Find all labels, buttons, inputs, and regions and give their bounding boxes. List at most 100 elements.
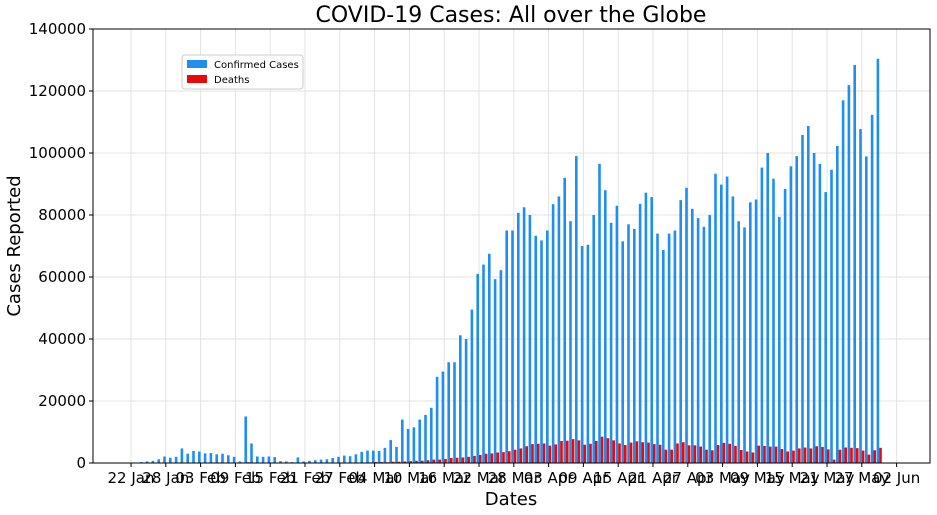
bar-confirmed — [221, 453, 224, 463]
bar-deaths — [508, 451, 511, 463]
bar-deaths — [432, 459, 436, 463]
bar-deaths — [728, 443, 731, 463]
bar-confirmed — [836, 145, 839, 463]
bar-deaths — [832, 459, 836, 463]
bar-deaths — [397, 461, 401, 463]
bar-confirmed — [238, 461, 242, 463]
x-tick-label: 21 Feb — [280, 469, 330, 487]
bar-deaths — [687, 445, 691, 463]
bar-deaths — [653, 444, 656, 463]
bar-deaths — [827, 449, 830, 463]
bar-confirmed — [360, 451, 363, 463]
bar-confirmed — [499, 270, 503, 463]
bar-confirmed — [308, 460, 311, 463]
bar-deaths — [711, 450, 714, 463]
bar-confirmed — [772, 178, 775, 464]
x-tick-label: 27 May — [834, 469, 889, 487]
bar-confirmed — [256, 456, 259, 463]
bar-confirmed — [865, 156, 868, 463]
bar-confirmed — [714, 173, 717, 463]
bar-confirmed — [244, 416, 247, 463]
bar-confirmed — [198, 451, 201, 463]
bar-confirmed — [383, 447, 387, 463]
bar-deaths — [740, 449, 743, 463]
bar-confirmed — [807, 126, 810, 463]
plot-area-frame — [92, 28, 931, 464]
bar-confirmed — [493, 279, 497, 463]
bar-confirmed — [679, 200, 682, 463]
bar-confirmed — [702, 226, 706, 463]
bar-confirmed — [754, 199, 758, 463]
bar-confirmed — [180, 448, 184, 463]
bar-deaths — [461, 457, 465, 463]
bar-confirmed — [656, 233, 659, 463]
bar-confirmed — [227, 455, 230, 463]
y-tick-label: 100000 — [29, 144, 86, 162]
bar-deaths — [676, 443, 679, 463]
bar-deaths — [467, 456, 470, 463]
bar-confirmed — [859, 129, 862, 463]
bar-deaths — [693, 445, 697, 463]
bar-deaths — [392, 461, 395, 463]
bar-confirmed — [203, 453, 207, 463]
bar-deaths — [670, 449, 673, 463]
bar-deaths — [838, 449, 842, 463]
bar-deaths — [444, 458, 447, 463]
x-tick-label: 15 May — [765, 469, 820, 487]
bar-deaths — [734, 445, 737, 463]
bar-confirmed — [749, 202, 752, 464]
bar-deaths — [792, 450, 795, 463]
bar-confirmed — [667, 233, 671, 463]
bar-confirmed — [569, 221, 572, 463]
bar-confirmed — [696, 218, 700, 463]
bar-confirmed — [464, 339, 468, 463]
bar-deaths — [583, 444, 586, 463]
bar-deaths — [589, 443, 592, 463]
bar-deaths — [809, 448, 813, 463]
x-tick-label: 09 May — [730, 469, 785, 487]
bar-confirmed — [685, 187, 688, 463]
bar-confirmed — [795, 156, 798, 463]
bar-confirmed — [406, 428, 410, 463]
bar-confirmed — [366, 450, 369, 463]
bar-deaths — [531, 444, 534, 463]
bar-confirmed — [459, 335, 462, 463]
bar-confirmed — [766, 153, 769, 463]
x-tick-label: 03 Feb — [175, 469, 225, 487]
bar-confirmed — [662, 250, 665, 463]
y-tick-label: 80000 — [38, 206, 86, 224]
bar-deaths — [409, 461, 412, 463]
bar-confirmed — [412, 427, 416, 463]
x-tick-label: 02 Jun — [873, 469, 920, 487]
x-tick-label: 03 May — [695, 469, 750, 487]
x-tick-label: 21 Apr — [628, 469, 679, 487]
bar-confirmed — [563, 177, 566, 464]
x-tick-label: 21 May — [800, 469, 855, 487]
bar-confirmed — [505, 230, 508, 463]
bar-confirmed — [470, 309, 474, 463]
bar-deaths — [496, 452, 499, 463]
bar-confirmed — [604, 190, 607, 463]
bar-confirmed — [424, 414, 427, 463]
bar-deaths — [780, 449, 784, 463]
bar-confirmed — [691, 208, 694, 463]
x-tick-label: 22 Mar — [453, 469, 506, 487]
bar-confirmed — [192, 450, 195, 463]
bar-deaths — [774, 446, 778, 463]
bar-confirmed — [337, 456, 340, 463]
bar-deaths — [873, 450, 876, 463]
x-tick-label: 22 Jan — [108, 469, 155, 487]
bar-confirmed — [615, 205, 619, 463]
bar-confirmed — [801, 135, 804, 463]
bar-deaths — [606, 438, 610, 463]
x-tick-label: 28 Jan — [142, 469, 189, 487]
bar-deaths — [722, 442, 726, 463]
bar-confirmed — [279, 461, 282, 463]
bar-deaths — [548, 445, 552, 463]
bar-confirmed — [447, 362, 450, 463]
bar-confirmed — [522, 207, 526, 463]
bar-confirmed — [598, 163, 601, 463]
bar-deaths — [751, 452, 755, 463]
bar-confirmed — [430, 407, 433, 463]
